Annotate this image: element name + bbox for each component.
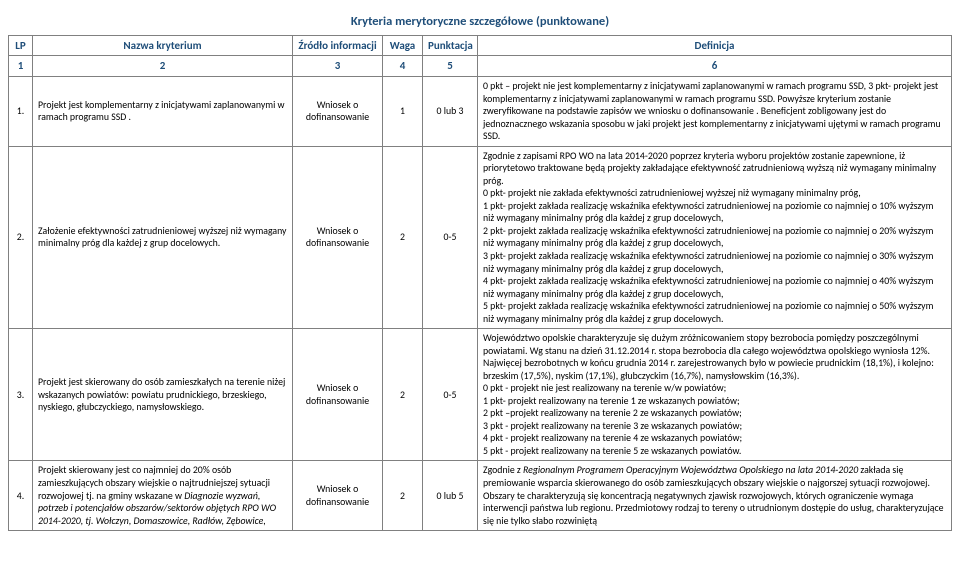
cell-lp: 3. (9, 329, 33, 461)
cell-source: Wniosek o dofinansowanie (293, 146, 383, 328)
col-source: Źródło informacji (293, 36, 383, 56)
cell-source: Wniosek o dofinansowanie (293, 461, 383, 531)
cell-name: Założenie efektywności zatrudnieniowej w… (33, 146, 293, 328)
subhead-5: 5 (423, 56, 478, 77)
header-row: LP Nazwa kryterium Źródło informacji Wag… (9, 36, 952, 56)
cell-waga: 2 (383, 146, 423, 328)
cell-waga: 2 (383, 461, 423, 531)
cell-lp: 4. (9, 461, 33, 531)
cell-definicja: Zgodnie z Regionalnym Programem Operacyj… (478, 461, 952, 531)
col-definicja: Definicja (478, 36, 952, 56)
def-italic: Regionalnym Programem Operacyjnym Wojewó… (523, 464, 858, 476)
cell-definicja: Województwo opolskie charakteryzuje się … (478, 329, 952, 461)
cell-source: Wniosek o dofinansowanie (293, 329, 383, 461)
table-row: 2. Założenie efektywności zatrudnieniowe… (9, 146, 952, 328)
cell-lp: 1. (9, 77, 33, 147)
col-lp: LP (9, 36, 33, 56)
cell-punktacja: 0-5 (423, 146, 478, 328)
table-row: 3. Projekt jest skierowany do osób zamie… (9, 329, 952, 461)
cell-punktacja: 0-5 (423, 329, 478, 461)
col-name: Nazwa kryterium (33, 36, 293, 56)
cell-waga: 2 (383, 329, 423, 461)
cell-definicja: 0 pkt – projekt nie jest komplementarny … (478, 77, 952, 147)
cell-lp: 2. (9, 146, 33, 328)
subhead-6: 6 (478, 56, 952, 77)
table-title: Kryteria merytoryczne szczegółowe (punkt… (8, 8, 952, 35)
subhead-4: 4 (383, 56, 423, 77)
cell-name: Projekt jest komplementarny z inicjatywa… (33, 77, 293, 147)
col-punktacja: Punktacja (423, 36, 478, 56)
subhead-2: 2 (33, 56, 293, 77)
table-row: 1. Projekt jest komplementarny z inicjat… (9, 77, 952, 147)
cell-source: Wniosek o dofinansowanie (293, 77, 383, 147)
cell-name: Projekt jest skierowany do osób zamieszk… (33, 329, 293, 461)
subhead-3: 3 (293, 56, 383, 77)
cell-punktacja: 0 lub 5 (423, 461, 478, 531)
subheader-row: 1 2 3 4 5 6 (9, 56, 952, 77)
table-row: 4. Projekt skierowany jest co najmniej d… (9, 461, 952, 531)
criteria-table: LP Nazwa kryterium Źródło informacji Wag… (8, 35, 952, 531)
cell-waga: 1 (383, 77, 423, 147)
cell-definicja: Zgodnie z zapisami RPO WO na lata 2014-2… (478, 146, 952, 328)
cell-punktacja: 0 lub 3 (423, 77, 478, 147)
cell-name: Projekt skierowany jest co najmniej do 2… (33, 461, 293, 531)
def-pre: Zgodnie z (483, 464, 523, 476)
col-waga: Waga (383, 36, 423, 56)
subhead-1: 1 (9, 56, 33, 77)
